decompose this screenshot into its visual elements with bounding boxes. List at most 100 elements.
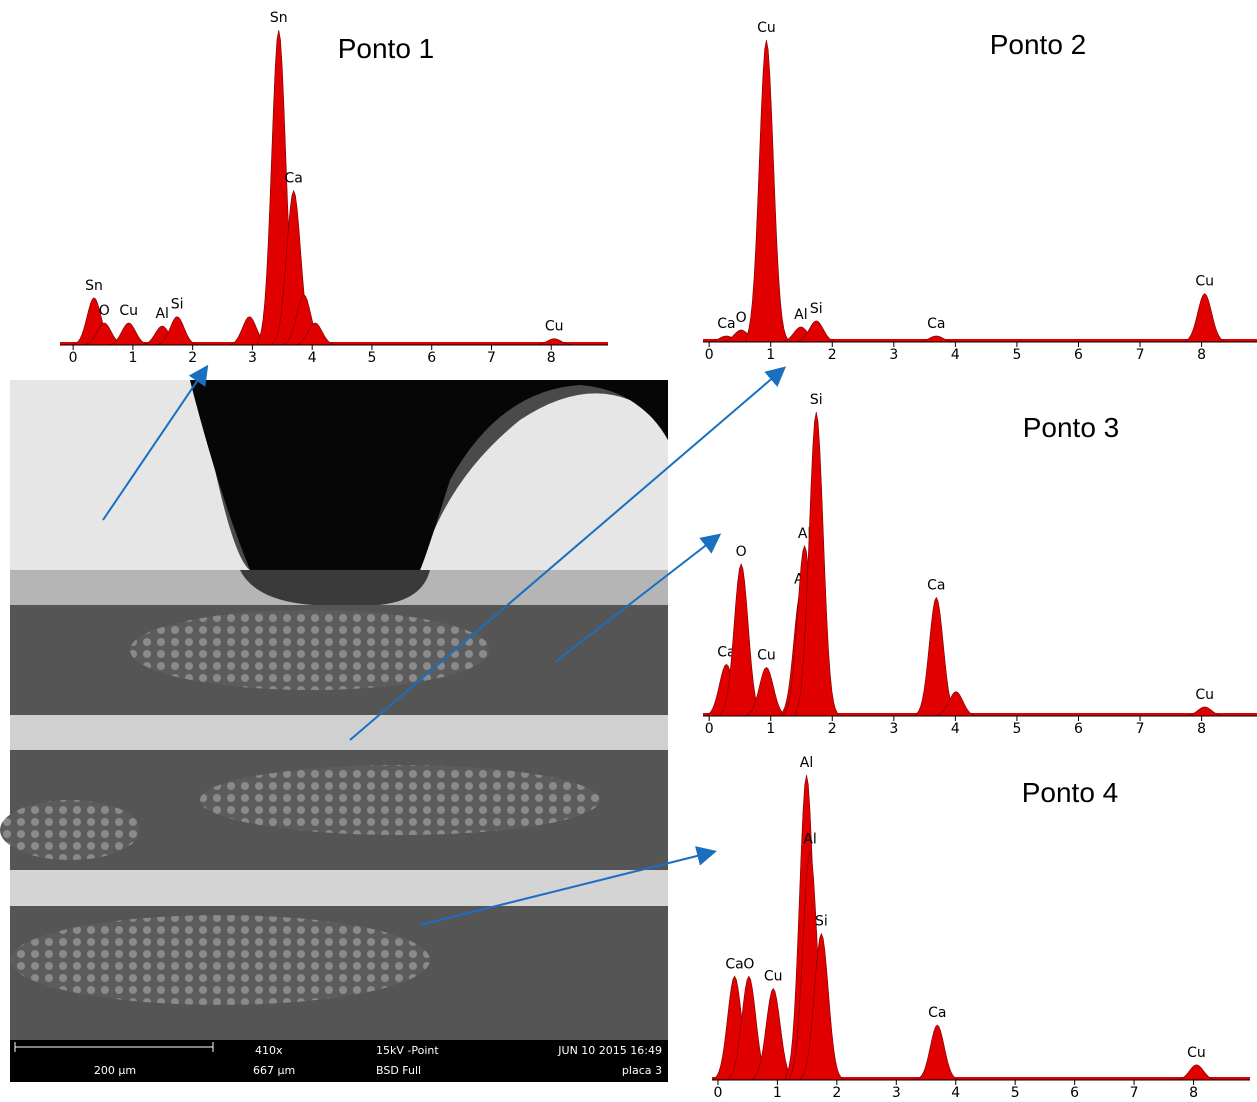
- peak-label: Cu: [764, 969, 783, 985]
- micrograph: 200 µm 410x 667 µm 15kV -Point BSD Full …: [0, 380, 668, 1082]
- x-tick-label: 1: [766, 721, 775, 737]
- magnification: 410x: [255, 1044, 283, 1057]
- fiber-bundle: [130, 610, 490, 690]
- peak-label: Ca: [927, 577, 945, 593]
- peak-label: Si: [815, 914, 828, 930]
- peak-label: Si: [810, 301, 823, 317]
- peak-label: Cu: [1195, 274, 1214, 290]
- peak-label: Si: [171, 297, 184, 313]
- x-tick-label: 6: [1074, 347, 1083, 363]
- peak-label: Al: [800, 755, 813, 771]
- peak: [800, 932, 843, 1081]
- arrow: [554, 533, 722, 663]
- x-tick-label: 1: [766, 347, 775, 363]
- baseline-fill: [703, 713, 1257, 716]
- baseline-fill: [712, 1077, 1250, 1080]
- arrow: [349, 366, 787, 741]
- peak: [155, 316, 199, 346]
- peak-label: Ca: [717, 644, 735, 660]
- peak: [1175, 1064, 1218, 1081]
- scale-label: 200 µm: [94, 1064, 136, 1077]
- x-tick-label: 3: [889, 347, 898, 363]
- date: JUN 10 2015 16:49: [557, 1044, 662, 1057]
- chart-title: Ponto 4: [1022, 777, 1119, 808]
- x-tick-label: 8: [1197, 347, 1206, 363]
- x-tick-label: 4: [951, 347, 960, 363]
- arrow: [102, 364, 209, 521]
- peak-label: Cu: [1187, 1045, 1206, 1061]
- sample: placa 3: [622, 1064, 662, 1077]
- x-tick-label: 5: [367, 350, 376, 366]
- chart-title: Ponto 1: [338, 33, 435, 64]
- peak-label: O: [736, 544, 747, 560]
- field-width: 667 µm: [253, 1064, 295, 1077]
- peak: [293, 322, 337, 346]
- chart-title: Ponto 3: [1023, 412, 1120, 443]
- via: [240, 570, 430, 606]
- x-tick-label: 6: [427, 350, 436, 366]
- baseline-fill: [703, 339, 1257, 342]
- x-tick-label: 1: [128, 350, 137, 366]
- x-tick-label: 2: [828, 347, 837, 363]
- x-tick-label: 4: [951, 1085, 960, 1097]
- x-tick-label: 8: [1197, 721, 1206, 737]
- beam-mode: 15kV -Point: [376, 1044, 439, 1057]
- peak-label: Al: [798, 526, 811, 542]
- peak: [934, 691, 978, 717]
- x-tick-label: 5: [1011, 1085, 1020, 1097]
- arrows: [102, 364, 787, 926]
- copper-layer: [10, 715, 668, 750]
- peak: [1183, 293, 1226, 343]
- x-tick-label: 0: [69, 350, 78, 366]
- solder-left: [10, 380, 250, 570]
- x-tick-label: 8: [1189, 1085, 1198, 1097]
- peak: [532, 338, 576, 346]
- peak: [916, 1024, 959, 1081]
- peak: [914, 335, 958, 343]
- peak-label: Al: [803, 831, 816, 847]
- peak-label: Ca: [717, 316, 735, 332]
- peak-label: Cu: [545, 319, 564, 335]
- peak: [794, 320, 838, 343]
- x-tick-label: 3: [892, 1085, 901, 1097]
- copper-layer: [10, 870, 668, 906]
- peak: [794, 411, 838, 717]
- x-tick-label: 6: [1074, 721, 1083, 737]
- peak-label: O: [743, 956, 754, 972]
- arrow: [419, 846, 717, 926]
- x-tick-label: 2: [188, 350, 197, 366]
- x-tick-label: 0: [713, 1085, 722, 1097]
- peak-label: Ca: [284, 171, 302, 187]
- detector: BSD Full: [376, 1064, 421, 1077]
- peak-label: Ca: [725, 956, 743, 972]
- void: [190, 380, 668, 570]
- x-tick-label: 7: [487, 350, 496, 366]
- x-tick-label: 3: [889, 721, 898, 737]
- x-tick-label: 8: [547, 350, 556, 366]
- fiber-bundle: [10, 915, 430, 1005]
- x-tick-label: 7: [1136, 347, 1145, 363]
- peak-label: Cu: [1195, 687, 1214, 703]
- x-tick-label: 0: [705, 721, 714, 737]
- x-tick-label: 5: [1012, 721, 1021, 737]
- peak-label: O: [736, 310, 747, 326]
- peak-label: Cu: [757, 20, 776, 36]
- peak-label: Cu: [757, 647, 776, 663]
- x-tick-label: 0: [705, 347, 714, 363]
- x-tick-label: 6: [1070, 1085, 1079, 1097]
- chart-title: Ponto 2: [990, 29, 1087, 60]
- peak-label: O: [99, 303, 110, 319]
- peak-label: Al: [794, 307, 807, 323]
- fiber-bundle: [0, 800, 140, 860]
- x-tick-label: 2: [832, 1085, 841, 1097]
- x-tick-label: 3: [248, 350, 257, 366]
- peak-label: Ca: [927, 316, 945, 332]
- fiber-bundle: [200, 765, 600, 835]
- x-tick-label: 4: [951, 721, 960, 737]
- x-tick-label: 2: [828, 721, 837, 737]
- peak-label: Cu: [119, 303, 138, 319]
- x-tick-label: 7: [1136, 721, 1145, 737]
- peak-label: Al: [155, 306, 168, 322]
- peak-label: Sn: [270, 10, 288, 26]
